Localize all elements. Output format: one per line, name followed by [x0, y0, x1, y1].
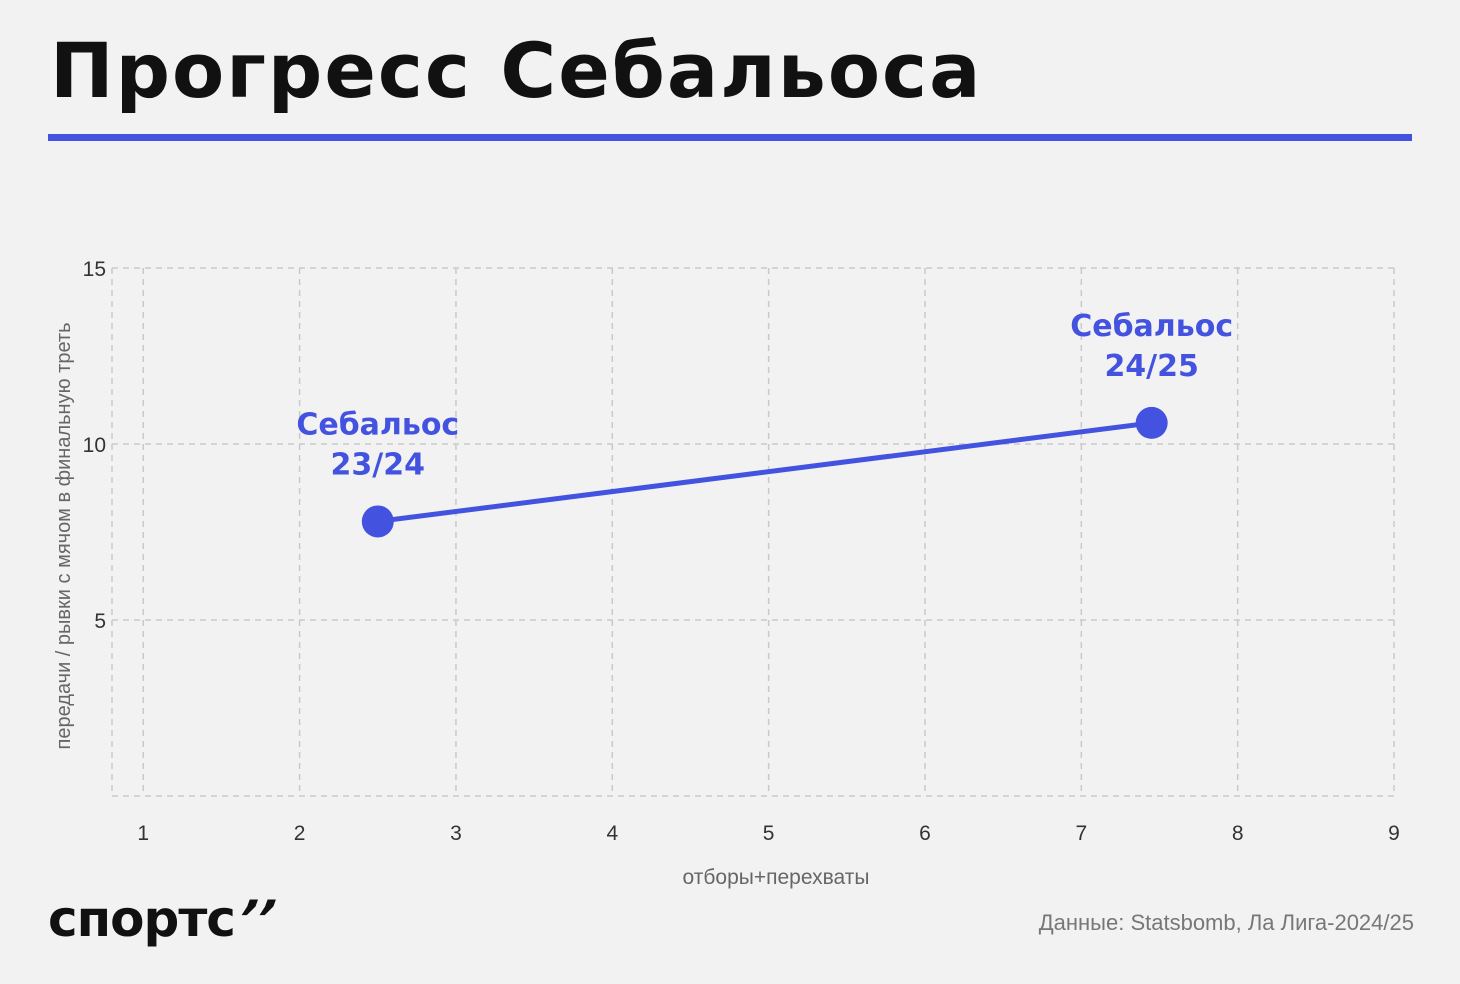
x-tick-label: 3: [450, 822, 462, 845]
y-tick-label: 5: [94, 610, 106, 633]
x-tick-label: 8: [1232, 822, 1244, 845]
x-tick-label: 1: [137, 822, 149, 845]
x-tick-label: 2: [294, 822, 306, 845]
grid: [111, 267, 1395, 797]
data-label: Себальос: [296, 407, 459, 442]
x-tick-label: 7: [1075, 822, 1087, 845]
x-tick-label: 6: [919, 822, 931, 845]
series: Себальос 23/24 Себальос 24/25: [296, 309, 1233, 538]
series-line: [375, 420, 1155, 524]
y-tick-label: 10: [83, 434, 106, 457]
x-tick-labels: 1 2 3 4 5 6 7 8 9: [137, 822, 1399, 845]
data-point: [1135, 406, 1168, 439]
y-tick-label: 15: [83, 258, 106, 281]
data-label: Себальос: [1070, 309, 1233, 344]
title-divider: [48, 134, 1412, 141]
x-tick-label: 4: [606, 822, 618, 845]
brand-logo: спортс’’: [48, 890, 284, 948]
x-tick-label: 9: [1388, 822, 1400, 845]
x-axis-label: отборы+перехваты: [683, 866, 870, 889]
data-point: [361, 505, 394, 538]
data-label: 23/24: [331, 447, 425, 482]
y-tick-labels: 5 10 15: [83, 258, 106, 633]
x-tick-label: 5: [763, 822, 775, 845]
brand-name: спортс: [48, 890, 236, 948]
data-label: 24/25: [1104, 349, 1198, 384]
y-axis-label: передачи / рывки с мячом в финальную тре…: [53, 323, 75, 750]
data-source: Данные: Statsbomb, Ла Лига-2024/25: [1038, 910, 1414, 935]
page-title: Прогресс Себальоса: [50, 26, 983, 115]
